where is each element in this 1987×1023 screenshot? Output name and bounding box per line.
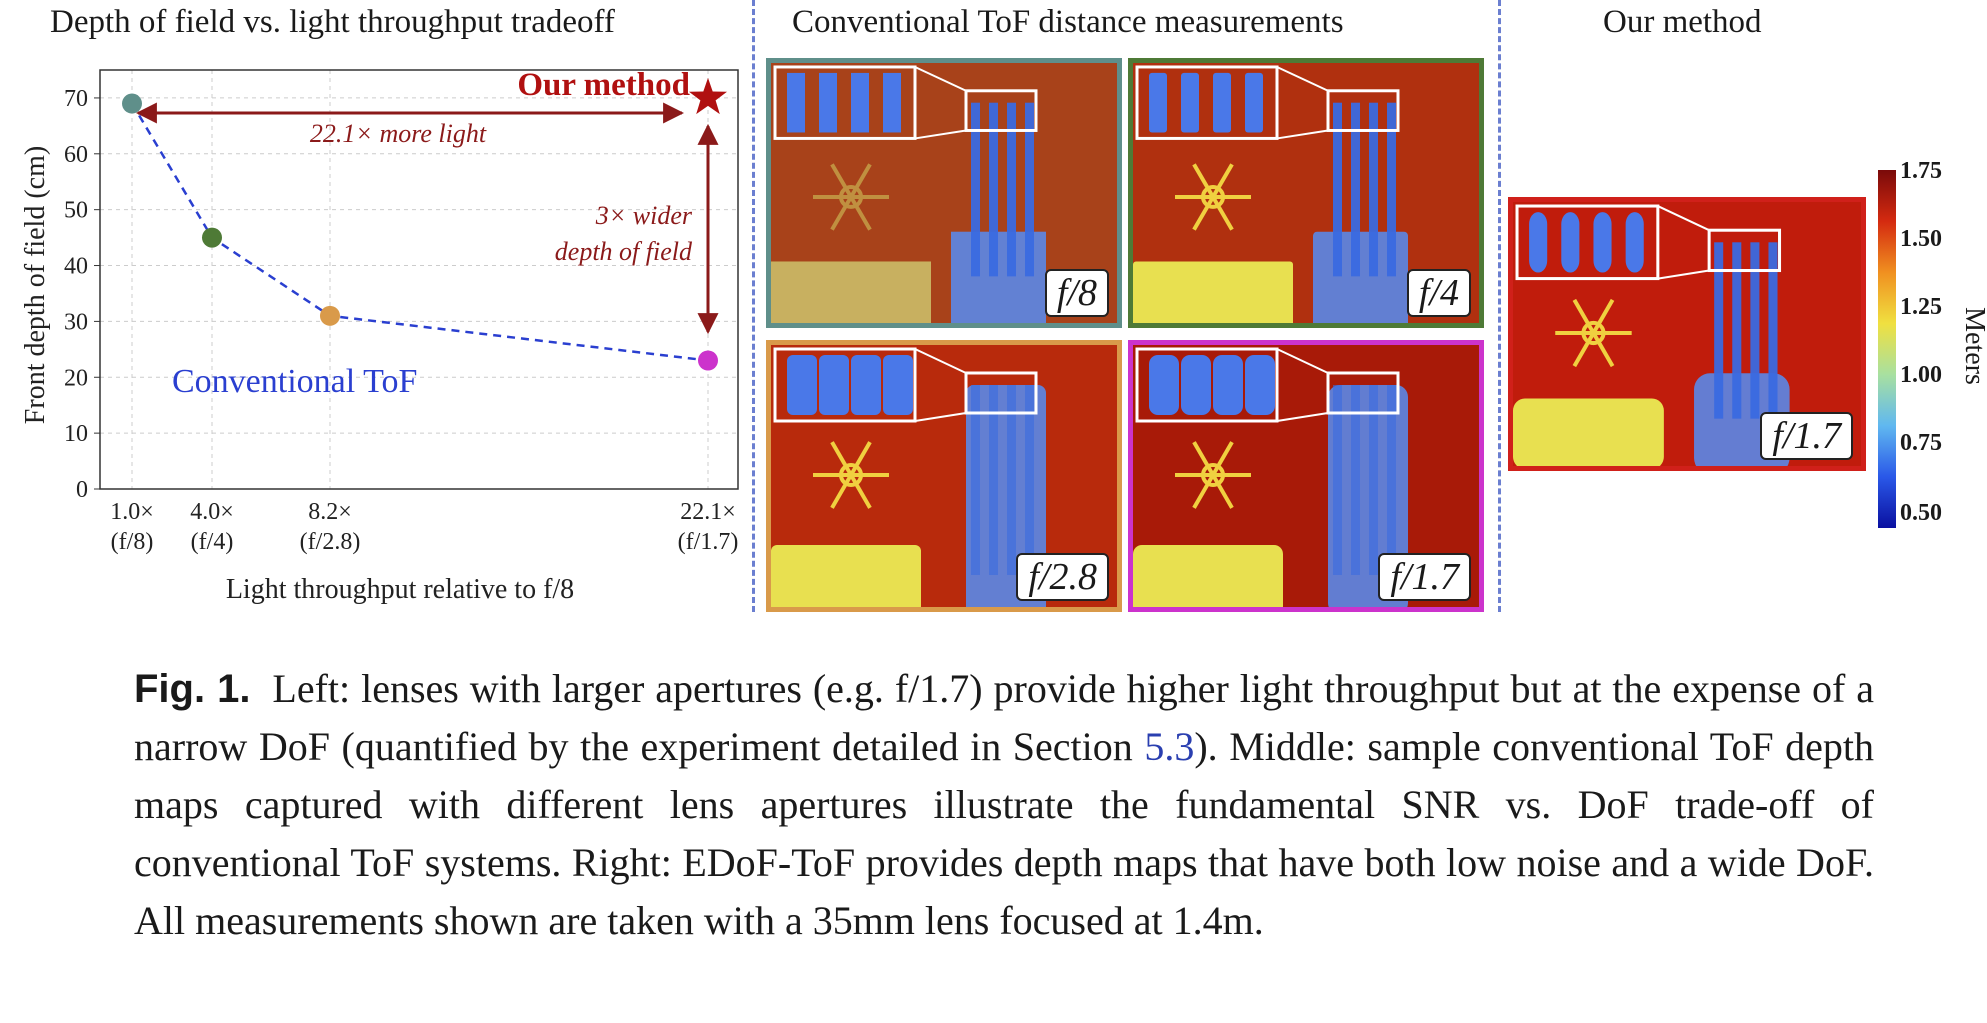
y-tick-label: 10 xyxy=(64,421,88,447)
conventional-tof-label: Conventional ToF xyxy=(172,363,417,400)
x-tick-label: 22.1× xyxy=(680,499,736,525)
caption-text-1: Left: lenses with larger apertures (e.g.… xyxy=(134,666,1875,769)
colorbar-tick-2: 1.50 xyxy=(1900,226,1942,252)
y-tick-label: 20 xyxy=(64,365,88,391)
our-method-point xyxy=(689,77,727,115)
colorbar-tick-3: 1.25 xyxy=(1900,294,1942,320)
conventional-tof-point xyxy=(698,350,718,371)
colorbar-tick-4: 1.00 xyxy=(1900,362,1942,388)
colorbar xyxy=(1878,170,1896,528)
figure-label: Fig. 1. xyxy=(134,667,251,711)
dof-chart: 0 10 20 30 40 50 60 70 1.0× (f/8) 4.0× (f/4) 8.2× (f… xyxy=(20,67,739,605)
our-method-label: Our method xyxy=(517,67,690,103)
wider-dof-label-1: 3× wider xyxy=(595,201,693,230)
colorbar-tick-1: 1.75 xyxy=(1900,158,1942,184)
depth-map-image xyxy=(771,63,1117,323)
colorbar-tick-6: 0.50 xyxy=(1900,500,1942,526)
y-tick-label: 40 xyxy=(64,254,88,280)
more-light-label: 22.1× more light xyxy=(310,119,487,148)
aperture-label: f/4 xyxy=(1406,269,1471,317)
x-tick-label: (f/1.7) xyxy=(678,529,739,555)
middle-panel-title: Conventional ToF distance measurements xyxy=(792,4,1344,40)
y-tick-label: 0 xyxy=(76,477,88,503)
chart-title: Depth of field vs. light throughput trad… xyxy=(50,4,615,40)
conventional-tof-point xyxy=(320,305,340,326)
aperture-label: f/8 xyxy=(1044,269,1109,317)
conventional-tof-point xyxy=(122,93,142,114)
y-axis-ticks: 0 10 20 30 40 50 60 70 xyxy=(64,86,100,503)
data-points xyxy=(122,77,727,371)
depth-map-our-method: f/1.7 xyxy=(1508,197,1866,471)
caption-text-2: ). Middle: sample conventional ToF depth… xyxy=(134,724,1875,943)
conventional-tof-point xyxy=(202,227,222,248)
right-panel-title: Our method xyxy=(1603,4,1762,40)
section-reference-link[interactable]: 5.3 xyxy=(1144,724,1195,769)
x-tick-label: (f/4) xyxy=(191,529,234,555)
x-axis-label: Light throughput relative to f/8 xyxy=(226,574,574,605)
x-tick-label: 1.0× xyxy=(110,499,154,525)
conventional-tof-line xyxy=(130,102,709,362)
wider-dof-label-2: depth of field xyxy=(555,237,693,266)
chart-plot-frame xyxy=(99,69,739,490)
x-tick-label: (f/8) xyxy=(111,529,154,555)
colorbar-label: Meters xyxy=(1958,307,1987,385)
colorbar-tick-5: 0.75 xyxy=(1900,430,1942,456)
x-tick-label: 4.0× xyxy=(190,499,234,525)
y-axis-label: Front depth of field (cm) xyxy=(20,146,51,424)
depth-map-f4: f/4 xyxy=(1128,58,1484,328)
y-tick-label: 30 xyxy=(64,309,88,335)
y-tick-label: 60 xyxy=(64,142,88,168)
y-tick-label: 50 xyxy=(64,198,88,224)
x-axis-ticks: 1.0× (f/8) 4.0× (f/4) 8.2× (f/2.8) 22.1× (f/1.7… xyxy=(110,499,738,555)
y-tick-label: 70 xyxy=(64,86,88,112)
aperture-label: f/1.7 xyxy=(1378,553,1471,601)
depth-map-image xyxy=(1133,345,1479,607)
panel-divider-left xyxy=(752,0,755,612)
x-tick-label: (f/2.8) xyxy=(300,529,361,555)
aperture-label: f/1.7 xyxy=(1760,412,1853,460)
panel-divider-right xyxy=(1498,0,1501,612)
aperture-label: f/2.8 xyxy=(1016,553,1109,601)
x-tick-label: 8.2× xyxy=(308,499,352,525)
depth-map-f8: f/8 xyxy=(766,58,1122,328)
figure-caption: Fig. 1. Left: lenses with larger apertur… xyxy=(134,660,1874,950)
depth-map-image xyxy=(771,345,1117,607)
depth-map-f2-8: f/2.8 xyxy=(766,340,1122,612)
depth-map-f1-7: f/1.7 xyxy=(1128,340,1484,612)
depth-map-image xyxy=(1513,202,1861,466)
